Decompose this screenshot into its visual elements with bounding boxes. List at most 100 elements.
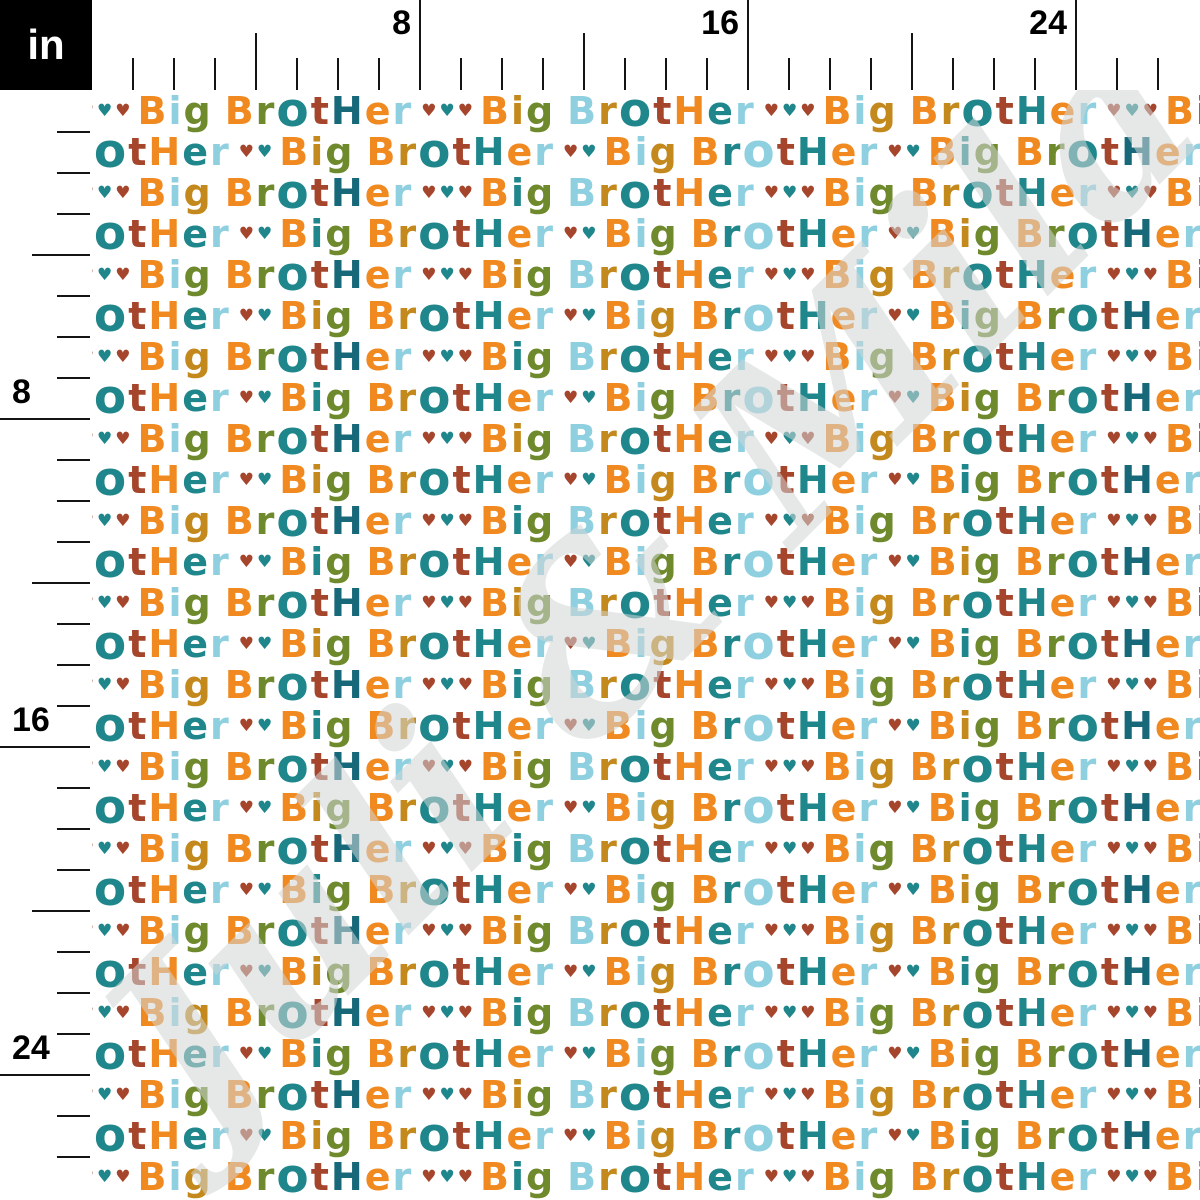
heart-icon: ♥ bbox=[887, 1126, 903, 1146]
heart-cluster: ♥♥♥ bbox=[764, 91, 819, 132]
pattern-word-big: Big bbox=[479, 745, 556, 789]
heart-cluster: ♥ ♥ bbox=[563, 132, 600, 173]
pattern-word-brother: BrotHer bbox=[567, 739, 756, 794]
heart-icon: ♥ bbox=[781, 511, 798, 531]
heart-icon: ♥ bbox=[887, 388, 903, 408]
heart-icon: ♥ bbox=[581, 962, 597, 982]
heart-icon: ♥ bbox=[457, 511, 473, 531]
heart-icon: ♥ bbox=[256, 716, 273, 736]
pattern-word-big: Big bbox=[279, 950, 355, 994]
heart-icon: ♥ bbox=[256, 142, 273, 162]
pattern-row: BigBrotHer♥♥BigBrotHer♥♥BigBrotHer♥♥BigB… bbox=[0, 374, 1200, 421]
pattern-word-brother: BrotHer bbox=[224, 985, 414, 1040]
heart-cluster: ♥ ♥ bbox=[239, 788, 276, 829]
heart-icon: ♥ bbox=[763, 1167, 779, 1187]
heart-icon: ♥ bbox=[1142, 265, 1158, 285]
pattern-word-big: Big bbox=[137, 1073, 213, 1117]
heart-icon: ♥ bbox=[115, 921, 131, 941]
pattern-row: BigBrotHer♥♥BigBrotHer♥♥BigBrotHer♥♥BigB… bbox=[0, 292, 1200, 339]
pattern-row: BigBrotHer♥♥♥BigBrotHer♥♥♥BigBrotHer♥♥♥B… bbox=[0, 575, 1200, 630]
heart-icon: ♥ bbox=[421, 757, 437, 777]
pattern-word-brother: BrotHer bbox=[909, 575, 1099, 630]
pattern-word-brother: BrotHer bbox=[224, 247, 414, 302]
heart-icon: ♥ bbox=[1106, 183, 1122, 203]
pattern-word-big: Big bbox=[479, 909, 556, 953]
ruler-tick-top bbox=[460, 58, 462, 90]
heart-icon: ♥ bbox=[238, 388, 254, 408]
pattern-word-brother: BrotHer bbox=[224, 575, 414, 630]
heart-icon: ♥ bbox=[800, 511, 816, 531]
pattern-word-brother: BrotHer bbox=[366, 698, 555, 753]
pattern-word-brother: BrotHer bbox=[567, 493, 756, 548]
heart-icon: ♥ bbox=[581, 306, 597, 326]
heart-icon: ♥ bbox=[96, 511, 113, 531]
pattern-row: BigBrotHer♥♥BigBrotHer♥♥BigBrotHer♥♥BigB… bbox=[0, 866, 1200, 913]
heart-icon: ♥ bbox=[457, 593, 473, 613]
pattern-row: BigBrotHer♥♥♥BigBrotHer♥♥♥BigBrotHer♥♥♥B… bbox=[0, 1153, 1200, 1200]
pattern-word-big: Big bbox=[479, 827, 556, 871]
heart-icon: ♥ bbox=[1124, 757, 1140, 777]
heart-icon: ♥ bbox=[1142, 347, 1158, 367]
pattern-word-brother: BrotHer bbox=[690, 780, 880, 835]
heart-cluster: ♥♥♥ bbox=[421, 829, 476, 870]
heart-icon: ♥ bbox=[421, 921, 437, 941]
pattern-word-big: Big bbox=[927, 212, 1003, 256]
pattern-word-big: Big bbox=[137, 335, 213, 379]
ruler-tick-top bbox=[870, 58, 872, 90]
pattern-word-brother: BrotHer bbox=[690, 944, 880, 999]
heart-icon: ♥ bbox=[1142, 1085, 1158, 1105]
heart-cluster: ♥ ♥ bbox=[563, 624, 600, 665]
pattern-row: BigBrotHer♥♥BigBrotHer♥♥BigBrotHer♥♥BigB… bbox=[0, 1112, 1200, 1159]
heart-icon: ♥ bbox=[887, 224, 903, 244]
heart-icon: ♥ bbox=[1142, 757, 1158, 777]
heart-icon: ♥ bbox=[439, 429, 455, 449]
heart-icon: ♥ bbox=[887, 880, 903, 900]
heart-icon: ♥ bbox=[800, 347, 816, 367]
ruler-top bbox=[0, 0, 1200, 90]
heart-icon: ♥ bbox=[581, 470, 597, 490]
pattern-word-brother: BrotHer bbox=[366, 944, 555, 999]
heart-icon: ♥ bbox=[115, 265, 131, 285]
pattern-word-brother: BrotHer bbox=[224, 493, 414, 548]
heart-icon: ♥ bbox=[562, 798, 579, 818]
heart-icon: ♥ bbox=[781, 593, 798, 613]
heart-cluster: ♥ ♥ bbox=[887, 952, 924, 993]
heart-icon: ♥ bbox=[581, 142, 597, 162]
heart-icon: ♥ bbox=[800, 101, 816, 121]
pattern-word-big: Big bbox=[137, 499, 213, 543]
heart-icon: ♥ bbox=[457, 839, 473, 859]
heart-cluster: ♥ ♥ bbox=[239, 378, 276, 419]
heart-icon: ♥ bbox=[800, 757, 816, 777]
ruler-tick-top bbox=[173, 58, 175, 90]
pattern-word-big: Big bbox=[1164, 253, 1200, 297]
ruler-tick-top bbox=[132, 58, 134, 90]
heart-cluster: ♥♥♥ bbox=[421, 173, 476, 214]
ruler-tick-top bbox=[788, 58, 790, 90]
pattern-row: BigBrotHer♥♥♥BigBrotHer♥♥♥BigBrotHer♥♥♥B… bbox=[0, 493, 1200, 548]
heart-icon: ♥ bbox=[1106, 593, 1122, 613]
heart-icon: ♥ bbox=[115, 839, 131, 859]
heart-icon: ♥ bbox=[800, 429, 816, 449]
heart-icon: ♥ bbox=[238, 880, 254, 900]
pattern-word-big: Big bbox=[603, 212, 679, 256]
heart-cluster: ♥ ♥ bbox=[239, 624, 276, 665]
heart-cluster: ♥♥♥ bbox=[421, 1075, 476, 1116]
heart-icon: ♥ bbox=[1106, 1167, 1122, 1187]
ruler-tick-top bbox=[1116, 58, 1118, 90]
ruler-tick-left bbox=[0, 746, 90, 748]
pattern-word-big: Big bbox=[603, 622, 679, 666]
heart-icon: ♥ bbox=[581, 716, 597, 736]
pattern-word-big: Big bbox=[927, 1032, 1003, 1076]
pattern-word-brother: BrotHer bbox=[690, 534, 880, 589]
pattern-word-brother: BrotHer bbox=[690, 698, 880, 753]
pattern-word-big: Big bbox=[603, 868, 679, 912]
heart-icon: ♥ bbox=[96, 347, 113, 367]
heart-icon: ♥ bbox=[763, 347, 779, 367]
heart-icon: ♥ bbox=[1106, 921, 1122, 941]
pattern-word-big: Big bbox=[603, 950, 679, 994]
pattern-row: BigBrotHer♥♥♥BigBrotHer♥♥♥BigBrotHer♥♥♥B… bbox=[0, 985, 1200, 1040]
ruler-tick-left bbox=[57, 992, 90, 994]
pattern-word-big: Big bbox=[279, 704, 355, 748]
heart-icon: ♥ bbox=[96, 101, 113, 121]
